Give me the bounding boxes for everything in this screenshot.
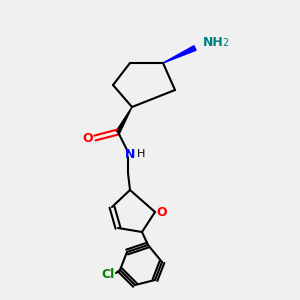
Text: H: H <box>137 149 145 159</box>
Text: N: N <box>125 148 135 160</box>
Text: NH: NH <box>203 37 224 50</box>
Text: O: O <box>157 206 167 218</box>
Polygon shape <box>163 46 196 63</box>
Text: Cl: Cl <box>101 268 115 281</box>
Text: 2: 2 <box>222 38 228 48</box>
Text: O: O <box>83 131 93 145</box>
Polygon shape <box>116 107 132 133</box>
